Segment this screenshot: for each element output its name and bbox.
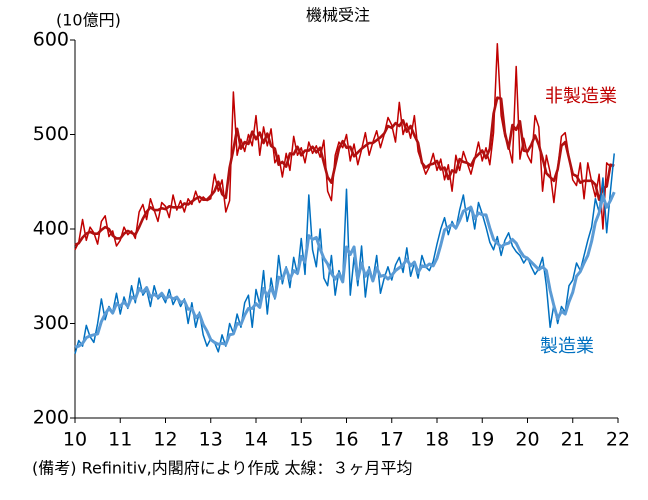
y-tick-label: 400: [33, 218, 69, 240]
x-tick-label: 12: [153, 429, 177, 451]
x-tick-label: 22: [606, 429, 630, 451]
x-tick-label: 14: [244, 429, 268, 451]
x-tick-label: 13: [199, 429, 223, 451]
series-label: 非製造業: [545, 86, 617, 107]
series-line: [74, 191, 616, 349]
x-tick-label: 18: [425, 429, 449, 451]
y-tick-label: 500: [33, 123, 69, 145]
note: (備考) Refinitiv,内閣府により作成 太線：３ヶ月平均: [32, 459, 413, 478]
x-tick-label: 20: [515, 429, 539, 451]
x-tick-label: 19: [470, 429, 494, 451]
series-line: [74, 43, 615, 251]
series-line: [74, 96, 615, 247]
series-line: [74, 153, 615, 354]
chart-title: 機械受注: [306, 6, 370, 25]
x-tick-label: 11: [108, 429, 132, 451]
x-tick-label: 15: [289, 429, 313, 451]
y-unit: (10億円): [56, 11, 121, 30]
y-tick-label: 600: [33, 29, 69, 51]
x-tick-label: 21: [561, 429, 585, 451]
x-tick-label: 16: [334, 429, 358, 451]
series-label: 製造業: [540, 336, 594, 357]
y-tick-label: 200: [33, 407, 69, 429]
x-tick-label: 10: [63, 429, 87, 451]
x-tick-label: 17: [380, 429, 404, 451]
y-tick-label: 300: [33, 312, 69, 334]
